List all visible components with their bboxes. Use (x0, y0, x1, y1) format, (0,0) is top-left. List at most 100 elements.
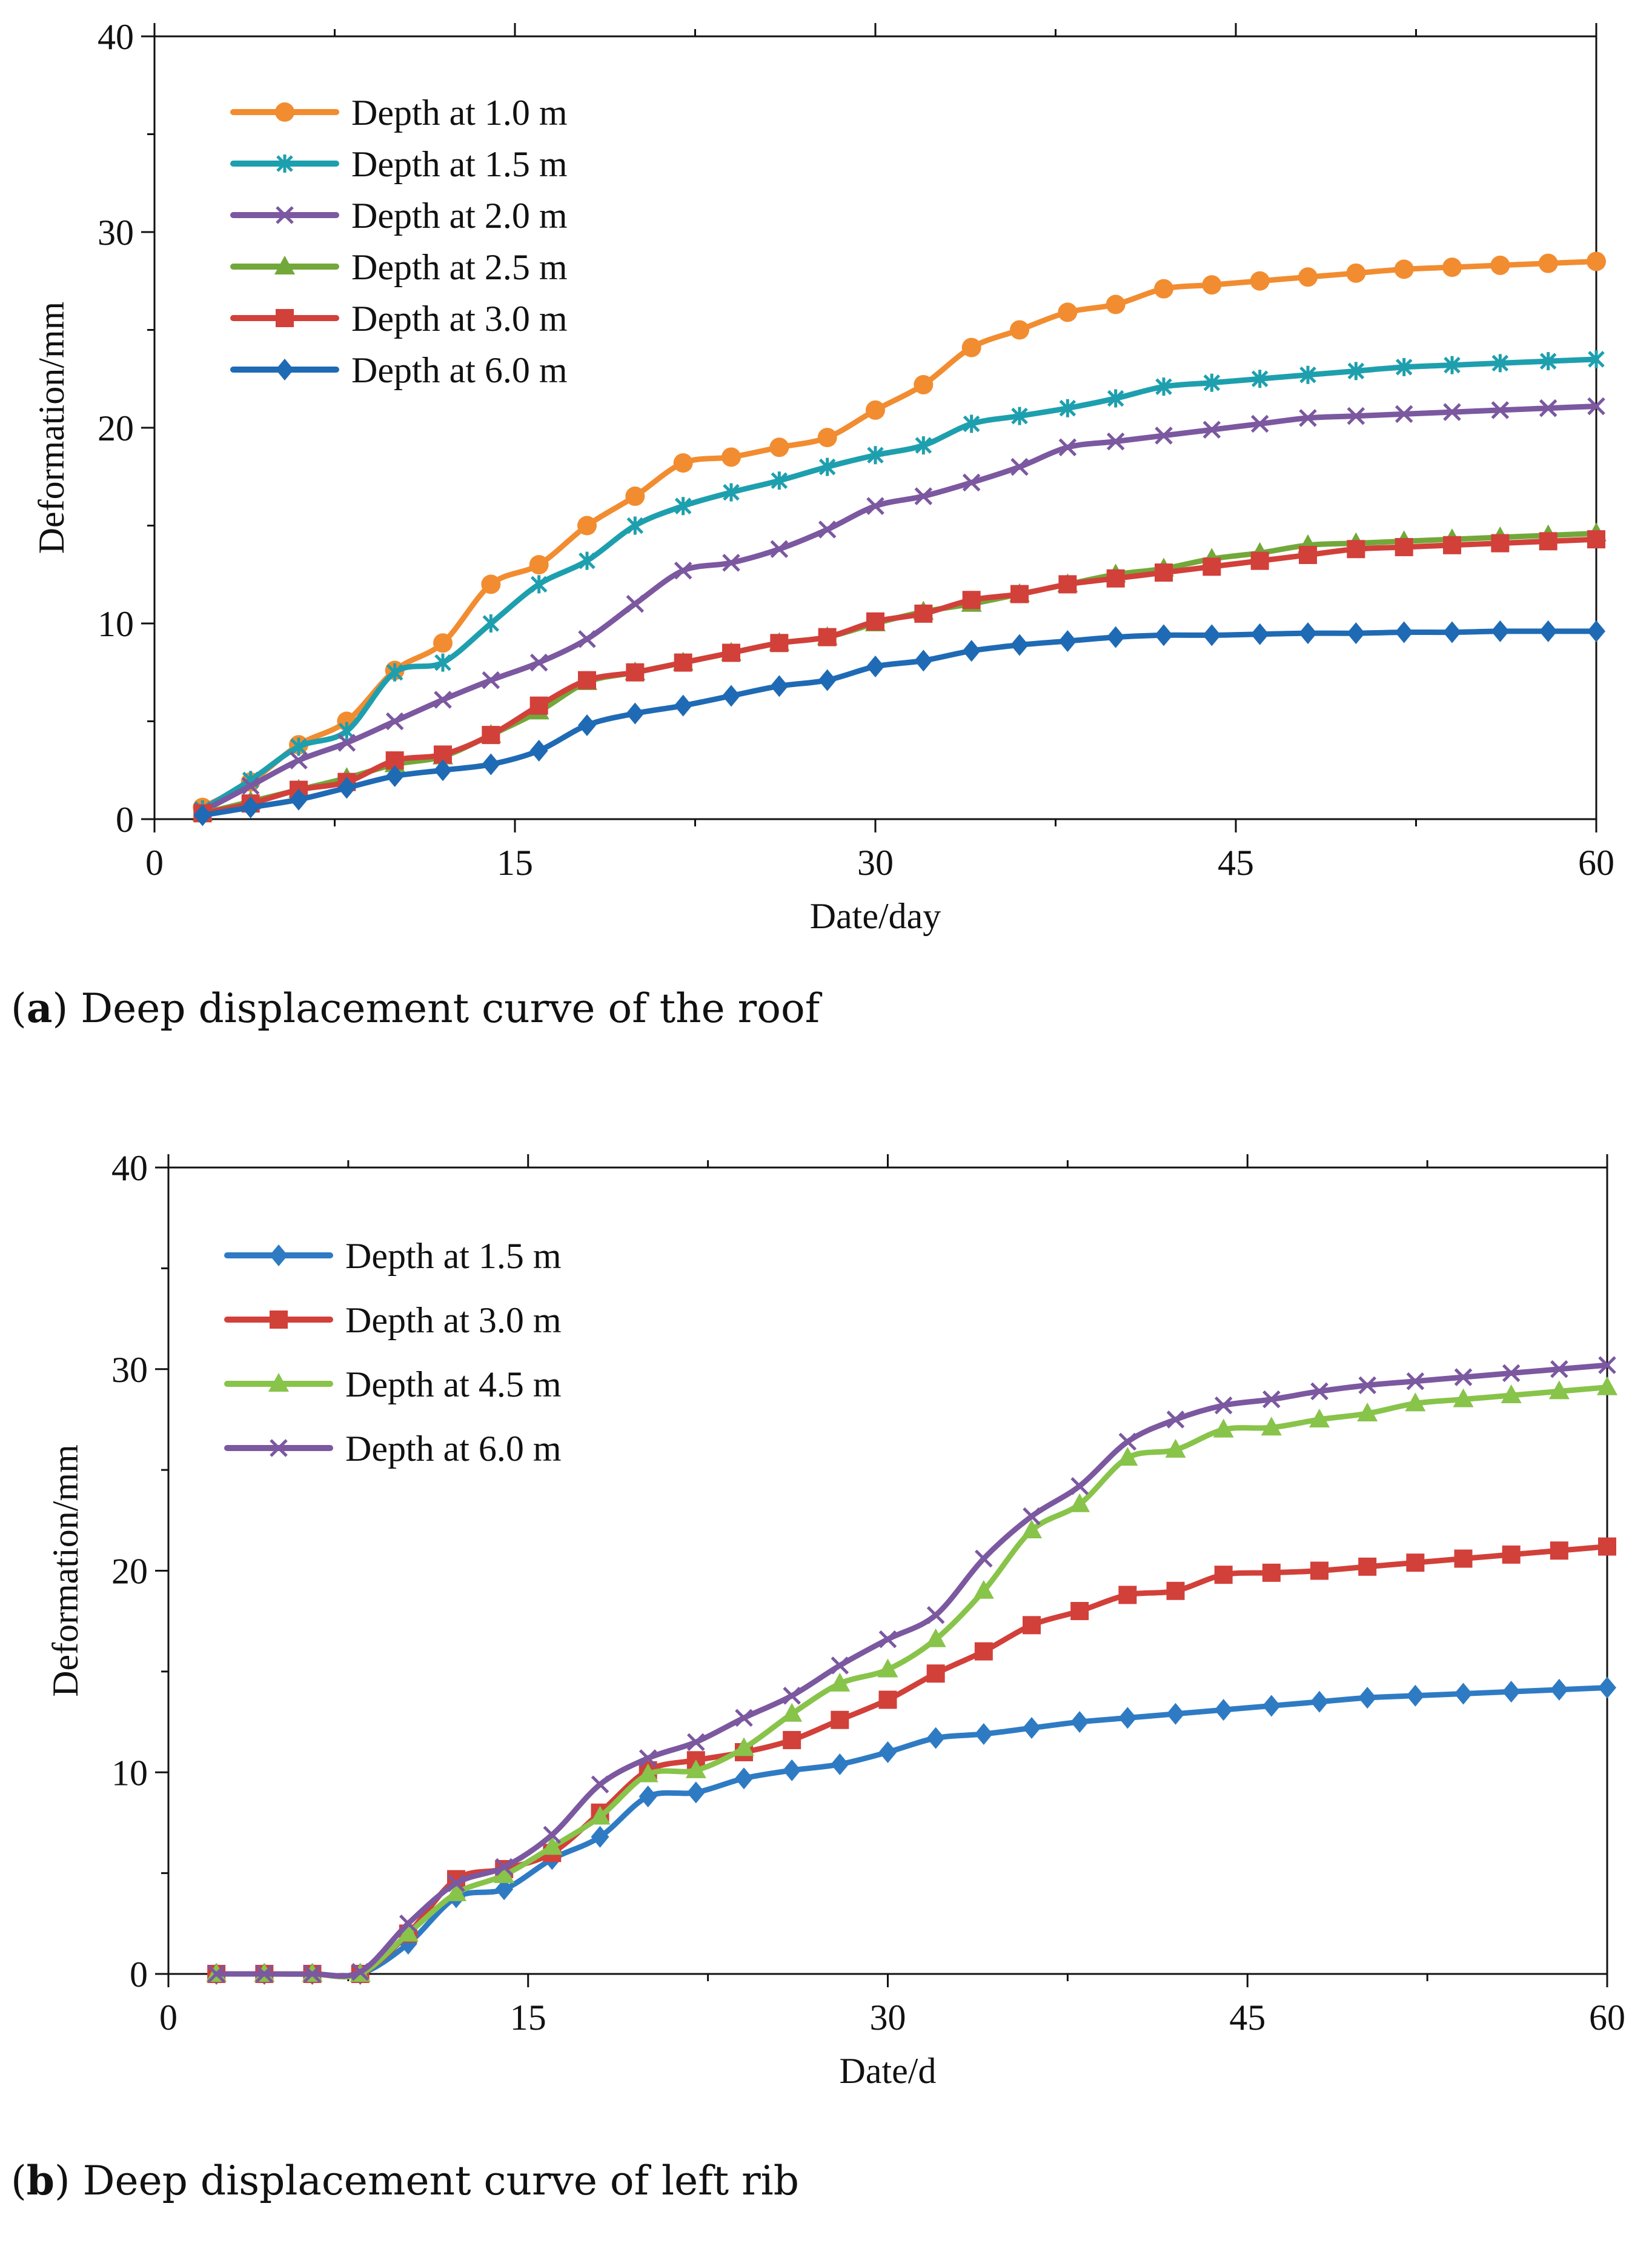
a-series-depth-at-1-0-m-point (914, 374, 934, 394)
a-series-depth-at-2-0-m-point (770, 540, 789, 559)
a-series-depth-at-6-0-m-point (1395, 621, 1413, 643)
a-series-depth-at-6-0-m-point (818, 669, 837, 691)
a-series-depth-at-6-0-m-point (674, 694, 692, 717)
a-series-depth-at-1-0-m-point (1538, 253, 1558, 273)
a-series-depth-at-2-0-m-point (674, 562, 692, 580)
a-series-depth-at-6-0-m-point (1299, 622, 1317, 645)
a-series-depth-at-1-0-m-point (769, 437, 789, 457)
a-y-tick-label: 40 (98, 17, 134, 57)
a-series-depth-at-1-5-m-point (530, 575, 548, 594)
a-series-depth-at-3-0-m-point (1250, 551, 1269, 570)
b-series-depth-at-1-5-m-point (1454, 1683, 1473, 1705)
b-series-depth-at-6-0-m-point (1406, 1372, 1425, 1390)
a-y-tick-label: 10 (98, 604, 134, 644)
a-series-depth-at-2-0-m-point (1010, 457, 1029, 476)
b-series-depth-at-4-5-m-point (1501, 1384, 1522, 1404)
b-series-depth-at-1-5-m-point (831, 1753, 849, 1775)
a-legend-item-depth-at-2-5-m-marker (274, 256, 295, 274)
b-series-depth-at-1-5-m-point (1358, 1687, 1377, 1709)
b-legend-item-depth-at-3-0-m-label: Depth at 3.0 m (345, 1300, 562, 1340)
b-x-tick-label: 15 (510, 1998, 546, 2038)
a-series-depth-at-6-0-m-point (529, 739, 548, 762)
a-series-depth-at-1-0-m-line (199, 258, 1599, 811)
caption-a-label: a (26, 985, 53, 1032)
a-series-depth-at-3-0-m-point (1539, 532, 1557, 551)
b-series-depth-at-3-0-m-point (878, 1690, 897, 1709)
b-series-depth-at-6-0-m-point (303, 1965, 322, 1983)
a-series-depth-at-1-0-m-point (1010, 320, 1029, 340)
b-series-depth-at-6-0-m-point (1310, 1382, 1329, 1401)
a-series-depth-at-1-0-m-point (433, 633, 453, 653)
a-series-depth-at-1-5-m-point (1444, 356, 1461, 374)
b-series-depth-at-6-0-m-point (735, 1709, 753, 1727)
b-series-depth-at-1-5-m-point (1550, 1678, 1568, 1701)
b-legend-item-depth-at-6-0-m-label: Depth at 6.0 m (345, 1429, 562, 1469)
a-series-depth-at-3-0-m-point (866, 612, 884, 631)
b-series-depth-at-3-0-m-point (783, 1731, 801, 1750)
a-series-depth-at-1-0-m-point (1394, 259, 1414, 279)
a-series-depth-at-1-0-m-point (1202, 275, 1222, 295)
a-series-depth-at-1-5-m-point (386, 663, 403, 682)
a-series-depth-at-2-0-m-point (385, 712, 404, 731)
b-series-depth-at-1-5-m-point (878, 1741, 897, 1763)
b-series-depth-at-6-0-m-point (639, 1749, 657, 1767)
a-x-tick-label: 15 (497, 843, 533, 883)
b-series-depth-at-6-0-m-point (1550, 1360, 1568, 1378)
a-x-axis-label: Date/day (810, 896, 941, 936)
a-series-depth-at-1-0-m-point (1442, 257, 1462, 277)
a-series-depth-at-6-0-m-point (193, 804, 212, 826)
a-series-depth-at-2-0-m-point (818, 520, 837, 539)
a-legend-item-depth-at-2-5-m: Depth at 2.5 m (230, 247, 568, 287)
a-series-depth-at-6-0-m-point (962, 640, 981, 662)
b-series-depth-at-4-5-m-point (1597, 1376, 1617, 1395)
b-series-depth-at-4-5-m-point (1213, 1418, 1234, 1438)
b-series-depth-at-1-5-m-point (1166, 1703, 1185, 1725)
b-legend-item-depth-at-4-5-m-marker (268, 1373, 289, 1392)
b-series-depth-at-1-5-m-point (783, 1759, 801, 1781)
a-series-depth-at-2-0-m-point (290, 751, 308, 769)
b-series-depth-at-1-5-m-point (1023, 1717, 1041, 1739)
b-series-depth-at-6-0-m-point (975, 1549, 993, 1568)
b-series-depth-at-1-5-m-point (1598, 1676, 1616, 1699)
b-legend-item-depth-at-1-5-m-marker (270, 1244, 288, 1266)
a-legend-item-depth-at-1-5-m: Depth at 1.5 m (230, 144, 568, 184)
b-series-depth-at-3-0-m-point (1070, 1602, 1089, 1621)
a-series-depth-at-1-5-m-point (482, 614, 500, 633)
a-series-depth-at-1-5-m-point (1059, 399, 1076, 417)
b-series-depth-at-6-0-m-line (213, 1362, 1610, 1979)
b-series-depth-at-6-0-m-point (447, 1874, 465, 1893)
a-series-depth-at-1-0-m-point (481, 574, 501, 594)
b-series-depth-at-1-5-m-point (686, 1781, 705, 1804)
a-series-depth-at-6-0-m-point (1587, 620, 1605, 642)
a-series-depth-at-1-0-m-point (625, 487, 645, 507)
a-series-depth-at-3-0-m-point (1155, 563, 1173, 582)
a-series-depth-at-1-5-m (194, 350, 1605, 819)
b-series-depth-at-1-5-m-point (591, 1825, 609, 1848)
b-y-tick-label: 40 (111, 1148, 148, 1188)
a-series-depth-at-6-0-m-point (1106, 626, 1125, 648)
a-series-depth-at-2-0-m-point (241, 777, 260, 795)
b-series-depth-at-1-5-m-point (926, 1727, 945, 1749)
b-legend-item-depth-at-3-0-m: Depth at 3.0 m (224, 1300, 562, 1340)
a-series-depth-at-2-0-m-point (1395, 405, 1413, 424)
b-series-depth-at-6-0-m-point (926, 1606, 945, 1624)
a-legend-item-depth-at-1-0-m: Depth at 1.0 m (230, 93, 568, 133)
a-series-depth-at-6-0-m-point (337, 777, 356, 799)
b-series-depth-at-3-0-m-point (1598, 1537, 1616, 1556)
a-series-depth-at-6-0-m-point (914, 649, 933, 672)
a-series-depth-at-3-0-m-point (482, 726, 500, 745)
b-series-depth-at-6-0-m-point (1454, 1368, 1473, 1386)
a-series-depth-at-3-0-m-point (1299, 545, 1317, 564)
a-series-depth-at-1-0-m-point (866, 400, 885, 420)
a-series-depth-at-1-0-m-point (1346, 263, 1366, 283)
a-series-depth-at-6-0-m-point (1058, 630, 1077, 653)
b-y-tick-label: 30 (111, 1350, 148, 1390)
b-series-depth-at-6-0-m-point (687, 1733, 705, 1752)
a-series-depth-at-6-0-m-point (1250, 623, 1269, 645)
b-series-depth-at-4-5-m-point (829, 1672, 851, 1692)
b-series-depth-at-1-5-m-point (399, 1933, 417, 1955)
a-series-depth-at-6-0-m-point (578, 714, 596, 736)
b-series-depth-at-1-5-m-point (1214, 1699, 1233, 1721)
a-series-depth-at-1-5-m-point (1155, 377, 1172, 396)
a-series-depth-at-2-0-m-point (1347, 407, 1365, 425)
